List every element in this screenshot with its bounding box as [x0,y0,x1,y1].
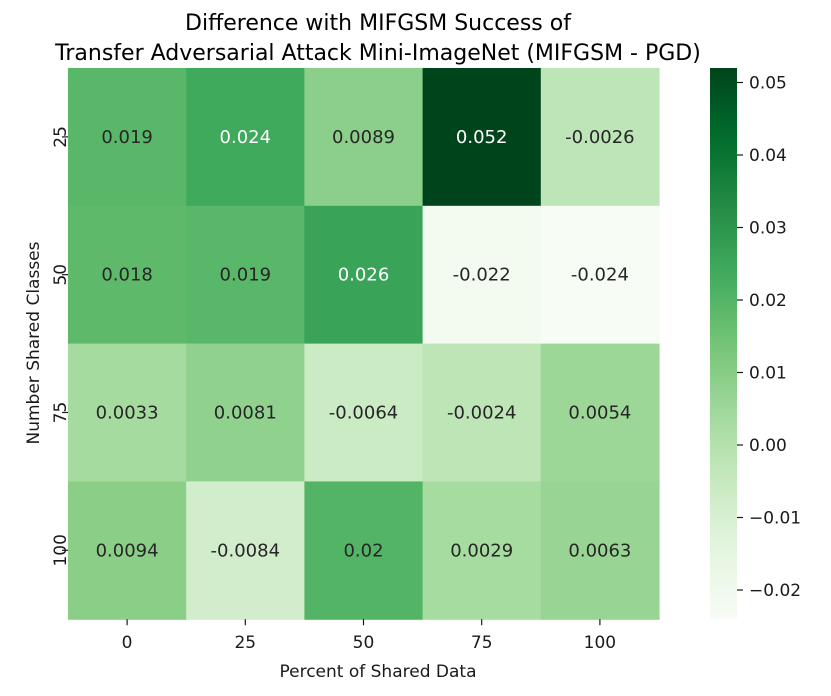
colorbar-ticks: 0.05 0.04 0.03 0.02 0.01 0.00 −0.01 −0.02 [737,74,801,601]
cell-value-label: 0.024 [220,127,272,148]
heatmap-cell [304,68,424,207]
cell-value-label: 0.018 [101,265,153,286]
heatmap-cell [186,205,305,345]
x-axis-label: Percent of Shared Data [279,662,476,682]
y-axis-ticks: 25 50 75 100 [51,126,71,566]
colorbar-tick-label: 0.01 [749,364,787,384]
x-tick-label: 25 [234,633,256,653]
cell-value-label: -0.0026 [565,127,634,148]
x-tick-label: 0 [122,633,133,653]
y-axis-label: Number Shared Classes [24,241,44,444]
cell-value-label: 0.0033 [96,403,159,424]
heatmap-cell [186,68,305,207]
heatmap-cell [68,343,187,482]
cell-value-label: 0.0089 [332,127,395,148]
cell-value-label: 0.052 [456,127,508,148]
cell-value-label: 0.0081 [214,403,277,424]
cell-value-label: -0.0084 [211,540,280,561]
colorbar-tick-label: −0.01 [749,509,801,529]
colorbar-tick-label: −0.02 [749,581,801,601]
y-tick-label: 50 [51,264,71,286]
colorbar-tick-label: 0.03 [749,219,787,239]
heatmap-cells: 0.019 0.024 0.0089 0.052 -0.0026 0.018 0.019 0.… [68,68,660,620]
colorbar-tick-label: 0.02 [749,291,787,311]
heatmap-cell [68,205,187,345]
heatmap-cell [304,205,424,345]
colorbar [710,68,737,619]
heatmap-cell [540,68,660,207]
cell-value-label: -0.0064 [329,403,398,424]
heatmap-cell [422,205,542,345]
y-tick-label: 25 [51,126,71,148]
cell-value-label: 0.019 [101,127,153,148]
heatmap-cell [540,205,660,345]
cell-value-label: 0.0029 [450,540,513,561]
cell-value-label: 0.0054 [568,403,631,424]
chart-title-line-1: Difference with MIFGSM Success of [185,11,572,36]
cell-value-label: 0.0063 [568,540,631,561]
heatmap-cell [304,481,424,620]
colorbar-tick-label: 0.04 [749,146,787,166]
cell-value-label: 0.026 [338,265,390,286]
heatmap-cell [540,343,660,482]
x-tick-label: 50 [353,633,375,653]
chart-title-line-2: Transfer Adversarial Attack Mini-ImageNe… [54,41,701,66]
cell-value-label: 0.02 [343,540,383,561]
cell-value-label: -0.022 [453,265,511,286]
heatmap-cell [186,481,305,620]
cell-value-label: -0.0024 [447,403,516,424]
heatmap-cell [304,343,424,482]
colorbar-tick-label: 0.05 [749,74,787,94]
heatmap-cell [422,343,542,482]
y-tick-label: 75 [51,402,71,424]
x-axis-ticks: 0 25 50 75 100 [122,619,616,653]
heatmap-cell [540,481,660,620]
heatmap-cell [422,68,542,207]
heatmap-cell [422,481,542,620]
y-tick-label: 100 [51,534,71,566]
x-tick-label: 100 [584,633,616,653]
heatmap-cell [186,343,305,482]
colorbar-tick-label: 0.00 [749,436,787,456]
heatmap-cell [68,68,187,207]
heatmap-cell [68,481,187,620]
cell-value-label: -0.024 [571,265,629,286]
cell-value-label: 0.019 [220,265,272,286]
x-tick-label: 75 [471,633,493,653]
cell-value-label: 0.0094 [96,540,159,561]
